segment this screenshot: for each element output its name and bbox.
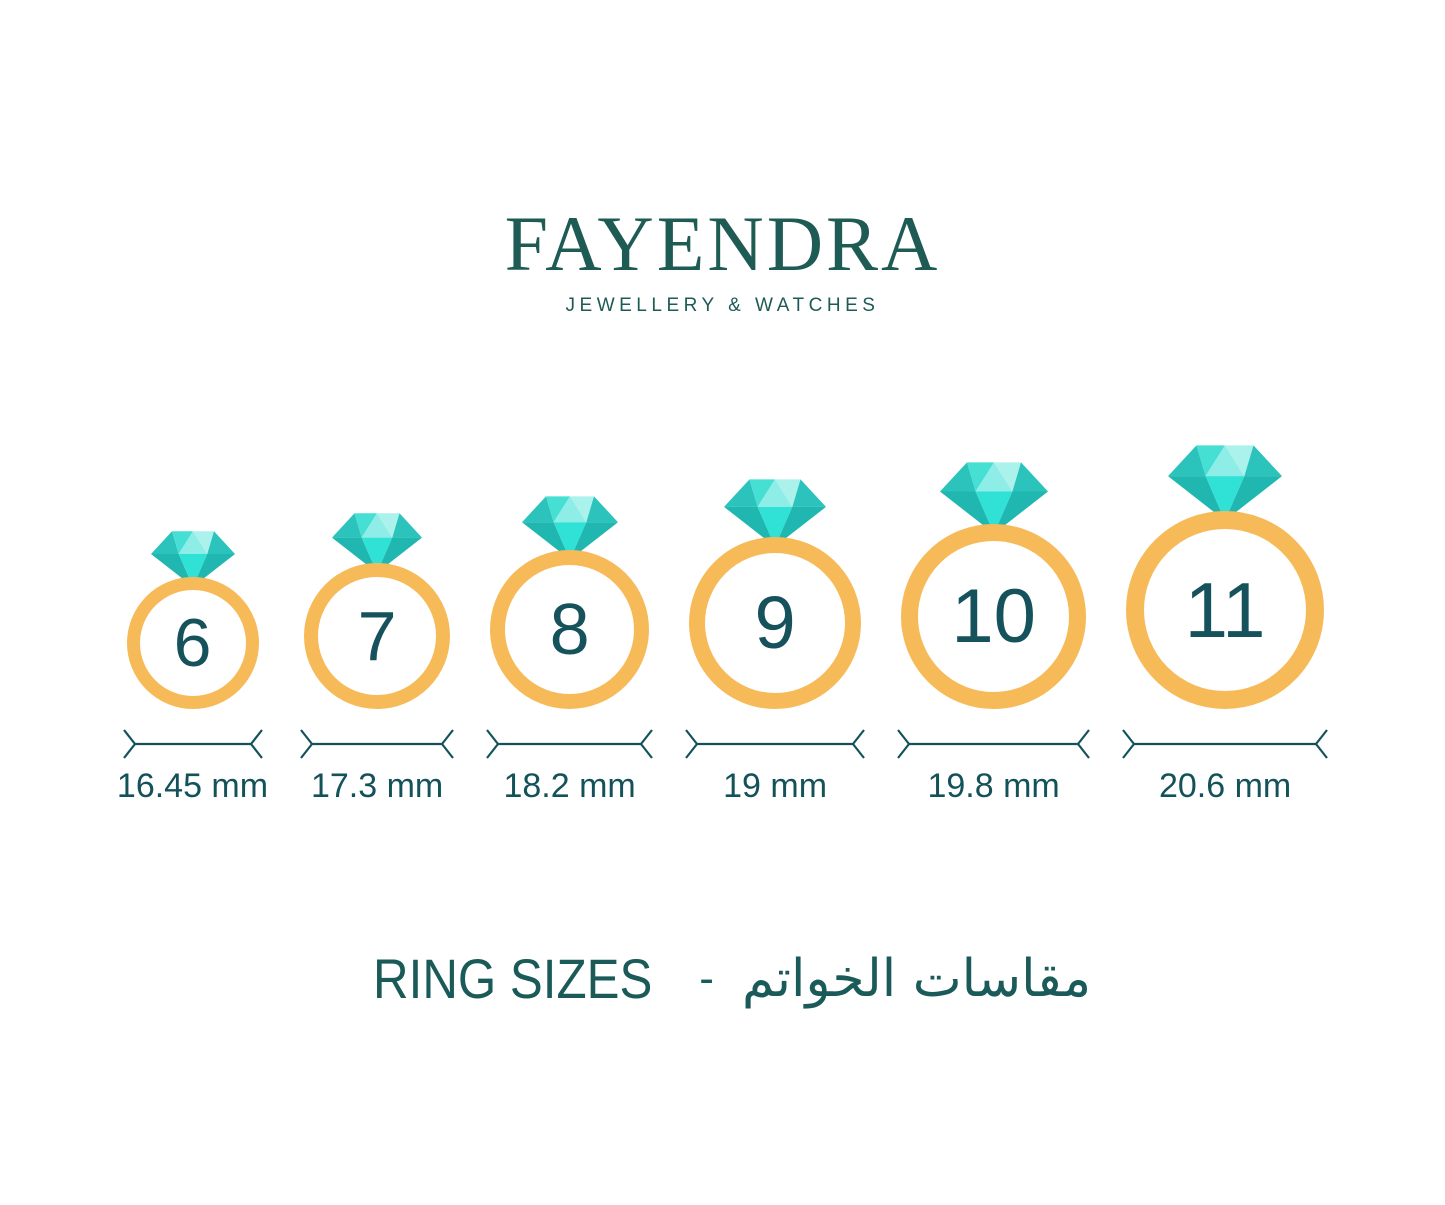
footer-separator: - — [699, 953, 714, 1003]
ring-column: 7 17.3 mm — [300, 513, 454, 806]
ring-size-number: 6 — [173, 605, 212, 681]
dimension-line-icon — [122, 729, 263, 759]
ring-size-number: 9 — [754, 581, 796, 664]
ring-size-number: 7 — [357, 597, 397, 675]
ring-column: 8 18.2 mm — [486, 496, 653, 806]
dimension-line-icon — [486, 729, 653, 759]
ring-column: 9 19 mm — [685, 479, 865, 806]
footer-title-english: RING SIZES — [372, 947, 653, 1010]
diamond-icon — [332, 513, 423, 573]
ring-column: 10 19.8 mm — [897, 462, 1090, 806]
diamond-icon — [939, 462, 1048, 534]
dimension-line-icon — [685, 729, 865, 759]
brand-logo: FAYENDRA — [504, 200, 941, 287]
diameter-label: 20.6 mm — [1158, 767, 1292, 805]
dimension-line-icon — [897, 729, 1090, 759]
brand-logo-block: FAYENDRA JEWELLERY & WATCHES — [505, 205, 941, 317]
ring-band: 11 — [1126, 511, 1325, 709]
ring-band: 7 — [304, 563, 451, 709]
rings-row: 6 16.45 mm — [117, 445, 1328, 806]
diamond-icon — [1168, 445, 1283, 521]
diameter-label: 17.3 mm — [310, 767, 444, 805]
footer-title-arabic: مقاسات الخواتم — [741, 948, 1092, 1009]
ring-band: 6 — [126, 577, 259, 709]
ring-band: 10 — [901, 524, 1087, 709]
brand-tagline: JEWELLERY & WATCHES — [565, 295, 880, 316]
ring-band: 9 — [689, 537, 862, 709]
diameter-label: 18.2 mm — [503, 767, 636, 805]
ring-band: 8 — [490, 550, 650, 709]
footer-title: RING SIZES - مقاسات الخواتم — [354, 946, 1091, 1011]
ring-size-number: 10 — [951, 573, 1036, 659]
ring-size-number: 11 — [1184, 566, 1266, 654]
dimension-line-icon — [300, 729, 454, 759]
ring-column: 6 16.45 mm — [117, 531, 268, 806]
ring-column: 11 20.6 mm — [1122, 445, 1328, 806]
diameter-label: 19 mm — [723, 767, 828, 805]
dimension-line-icon — [1122, 729, 1328, 759]
diameter-label: 16.45 mm — [116, 767, 269, 805]
ring-size-number: 8 — [549, 589, 590, 670]
diamond-icon — [724, 479, 827, 547]
diameter-label: 19.8 mm — [927, 767, 1060, 805]
